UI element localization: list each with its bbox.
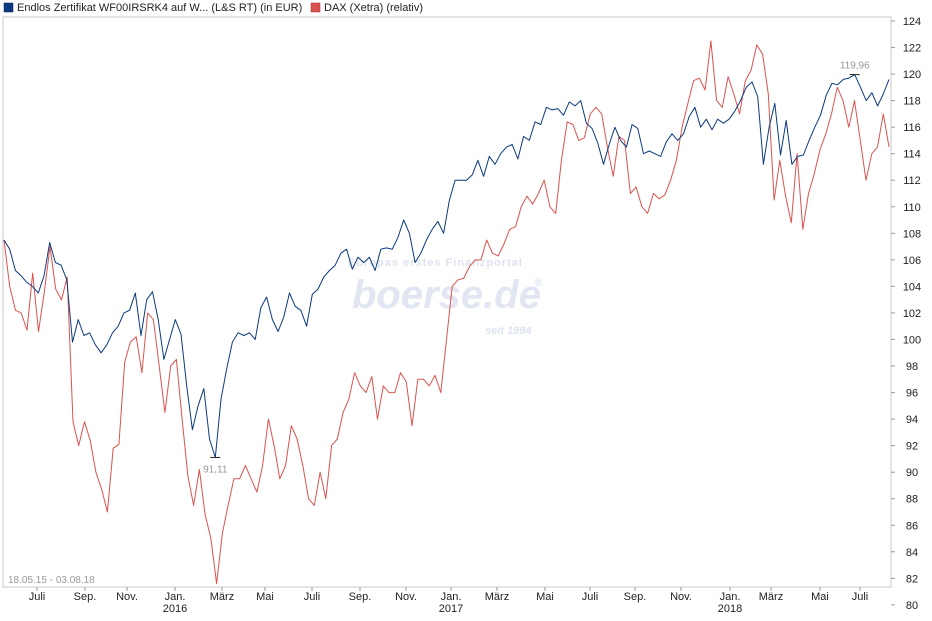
x-year-label: 2018 xyxy=(718,603,742,615)
x-tick-label: Juli xyxy=(582,591,599,603)
x-year-label: 2016 xyxy=(163,603,187,615)
x-tick-label: Mai xyxy=(256,591,274,603)
y-axis: 7880828486889092949698100102104106108110… xyxy=(891,16,921,612)
y-tick-label: 120 xyxy=(903,69,921,81)
x-tick-label: März xyxy=(485,591,509,603)
x-tick-label: Sep. xyxy=(74,591,97,603)
y-tick-label: 106 xyxy=(903,255,921,267)
y-tick-label: 92 xyxy=(906,441,918,453)
x-tick-label: Nov. xyxy=(116,591,138,603)
y-tick-label: 116 xyxy=(903,122,921,134)
y-tick-label: 108 xyxy=(903,228,921,240)
y-tick-label: 86 xyxy=(906,520,918,532)
y-tick-label: 114 xyxy=(903,149,921,161)
max-value-label: 119,96 xyxy=(840,61,870,72)
x-tick-label: Juli xyxy=(304,591,321,603)
series-layer xyxy=(3,40,890,585)
y-tick-label: 104 xyxy=(903,281,921,293)
y-tick-label: 98 xyxy=(906,361,918,373)
y-tick-label: 82 xyxy=(906,573,918,585)
date-range-label: 18.05.15 - 03.08.18 xyxy=(8,575,95,586)
x-tick-label: Sep. xyxy=(624,591,647,603)
x-tick-label: März xyxy=(210,591,234,603)
x-tick-label: Juli xyxy=(852,591,869,603)
y-tick-label: 112 xyxy=(903,175,921,187)
y-tick-label: 90 xyxy=(906,467,918,479)
y-tick-label: 88 xyxy=(906,494,918,506)
y-tick-label: 122 xyxy=(903,43,921,55)
x-tick-label: Juli xyxy=(29,591,46,603)
y-tick-label: 94 xyxy=(906,414,918,426)
y-tick-label: 102 xyxy=(903,308,921,320)
y-tick-label: 84 xyxy=(906,547,918,559)
legend-label-dax: DAX (Xetra) (relativ) xyxy=(324,2,423,14)
legend-swatch-dax xyxy=(310,2,321,13)
watermark-registered: ® xyxy=(534,277,543,289)
series-line-zertifikat xyxy=(3,74,890,458)
y-tick-label: 80 xyxy=(906,600,918,612)
series-line-dax xyxy=(3,40,890,585)
x-tick-label: Mai xyxy=(536,591,554,603)
x-tick-label: Sep. xyxy=(349,591,372,603)
min-value-label: 91,11 xyxy=(203,464,228,475)
x-tick-label: Jan. xyxy=(441,591,462,603)
y-tick-label: 96 xyxy=(906,388,918,400)
legend: Endlos Zertifikat WF00IRSRK4 auf W... (L… xyxy=(3,2,423,14)
x-tick-label: Mai xyxy=(811,591,829,603)
y-tick-label: 110 xyxy=(903,202,921,214)
watermark-since: seit 1994 xyxy=(485,325,531,337)
x-tick-label: Nov. xyxy=(670,591,692,603)
y-tick-label: 118 xyxy=(903,96,921,108)
legend-swatch-zertifikat xyxy=(3,2,14,13)
legend-label-zertifikat: Endlos Zertifikat WF00IRSRK4 auf W... (L… xyxy=(17,2,302,14)
watermark-brand: boerse.de xyxy=(352,273,541,317)
x-tick-label: März xyxy=(759,591,783,603)
annotations: 91,11 119,96 xyxy=(203,61,870,476)
watermark-tagline: Europas erstes Finanzportal xyxy=(348,257,523,269)
y-tick-label: 124 xyxy=(903,16,921,28)
x-tick-label: Jan. xyxy=(720,591,741,603)
y-tick-label: 100 xyxy=(903,334,921,346)
plot-frame xyxy=(2,16,892,588)
x-tick-label: Nov. xyxy=(395,591,417,603)
watermark: Europas erstes Finanzportal boerse.de ® … xyxy=(348,257,543,337)
x-year-label: 2017 xyxy=(439,603,463,615)
x-tick-label: Jan. xyxy=(165,591,186,603)
